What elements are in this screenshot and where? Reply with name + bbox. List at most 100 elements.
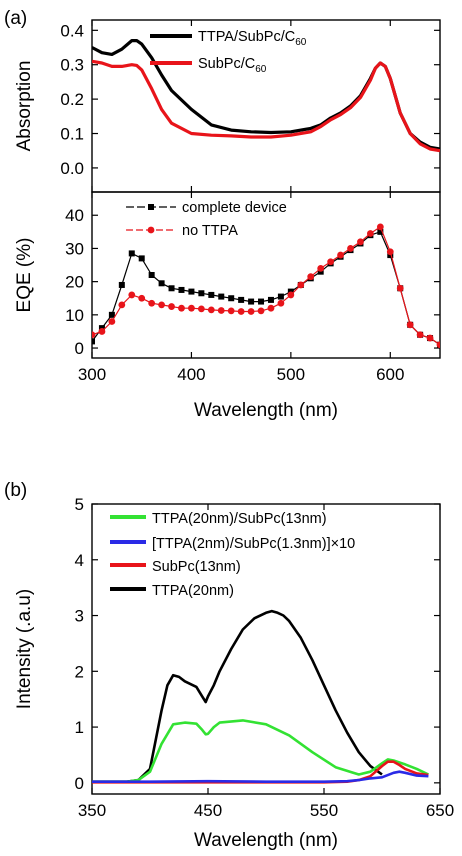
y-tick-label: 0 bbox=[75, 339, 84, 358]
data-point bbox=[118, 301, 126, 309]
y-axis-label: Intensity (.a.u) bbox=[14, 589, 35, 709]
data-point bbox=[228, 295, 235, 302]
data-point bbox=[92, 338, 95, 345]
data-point bbox=[396, 284, 404, 292]
x-axis-label: Wavelength (nm) bbox=[194, 830, 338, 851]
data-point bbox=[337, 251, 344, 259]
series-layer bbox=[92, 38, 440, 153]
data-point bbox=[247, 308, 255, 315]
data-point bbox=[148, 272, 155, 278]
data-point bbox=[277, 293, 284, 300]
y-tick-label: 30 bbox=[65, 239, 84, 258]
legend-marker bbox=[148, 204, 154, 210]
data-point bbox=[168, 285, 175, 292]
data-point bbox=[258, 298, 265, 305]
data-point bbox=[267, 304, 275, 312]
data-point bbox=[178, 304, 185, 312]
legend-label: SubPc/C60 bbox=[198, 56, 267, 75]
data-point bbox=[238, 296, 245, 303]
x-tick-label: 500 bbox=[277, 365, 305, 384]
panel-label-a: (a) bbox=[4, 8, 27, 29]
y-axis-label: Absorption bbox=[14, 61, 35, 152]
y-tick-label: 5 bbox=[75, 495, 84, 514]
x-tick-label: 650 bbox=[426, 801, 454, 820]
y-tick-label: 2 bbox=[75, 662, 84, 681]
data-point bbox=[188, 288, 195, 295]
legend-label-subscript: 60 bbox=[295, 37, 307, 48]
x-tick-label: 450 bbox=[194, 801, 222, 820]
data-point bbox=[108, 318, 116, 325]
data-point bbox=[128, 291, 136, 299]
data-point bbox=[377, 228, 384, 235]
photoluminescence-panel: 0 1 2 3 4 5 350 450 550 650 Intensity (.a.u) Wavele… bbox=[14, 495, 454, 851]
y-axis-label: EQE (%) bbox=[14, 238, 35, 313]
data-point bbox=[386, 248, 394, 256]
data-point bbox=[98, 328, 106, 335]
legend-label-subscript: 60 bbox=[255, 64, 267, 75]
absorption-panel: 0.00.10.20.30.4AbsorptionTTPA/SubPc/C60S… bbox=[14, 19, 441, 193]
eqe-panel: 0 10 20 30 40 300 400 500 600 EQE (%) Wavelength (… bbox=[14, 191, 441, 421]
panel-label-b: (b) bbox=[4, 480, 27, 501]
y-tick-label: 40 bbox=[65, 206, 84, 225]
data-point bbox=[92, 331, 96, 339]
series-line-ttpa-2nm-subpc-1-3nm-10 bbox=[92, 770, 429, 784]
series-line-complete-device bbox=[92, 231, 440, 346]
legend-label: no TTPA bbox=[182, 223, 238, 239]
plot-frame bbox=[91, 503, 441, 795]
data-point bbox=[237, 308, 245, 315]
data-point bbox=[297, 281, 305, 289]
data-point bbox=[138, 255, 145, 262]
legend-label: [TTPA(2nm)/SubPc(1.3nm)]×10 bbox=[152, 536, 355, 552]
legend-label: SubPc(13nm) bbox=[152, 559, 241, 575]
data-point bbox=[267, 296, 274, 303]
data-point bbox=[257, 307, 265, 315]
data-point bbox=[168, 303, 175, 310]
data-point bbox=[197, 305, 205, 313]
series-layer bbox=[92, 609, 429, 784]
data-point bbox=[227, 307, 235, 315]
plot-frame bbox=[91, 191, 441, 359]
series-line-no-ttpa bbox=[92, 226, 440, 346]
data-point bbox=[128, 250, 135, 257]
data-point bbox=[207, 306, 215, 314]
series-line-ttpa-subpc-c bbox=[92, 38, 440, 151]
data-point bbox=[217, 307, 225, 314]
legend-label-main: SubPc/C bbox=[198, 56, 255, 72]
legend-label: TTPA(20nm) bbox=[152, 583, 234, 599]
x-tick-label: 400 bbox=[177, 365, 205, 384]
x-tick-label: 350 bbox=[78, 801, 106, 820]
data-point bbox=[307, 273, 315, 281]
y-tick-label: 0.4 bbox=[60, 21, 84, 40]
legend-label: complete device bbox=[182, 200, 287, 216]
data-point bbox=[376, 223, 384, 231]
legend-label: TTPA(20nm)/SubPc(13nm) bbox=[152, 511, 327, 527]
data-point bbox=[158, 280, 165, 287]
legend: TTPA(20nm)/SubPc(13nm) [TTPA(2nm)/SubPc(1… bbox=[110, 511, 355, 599]
data-point bbox=[158, 301, 166, 309]
legend-marker bbox=[147, 226, 155, 234]
data-point bbox=[138, 294, 146, 302]
data-point bbox=[317, 264, 325, 272]
y-tick-label: 0.3 bbox=[60, 56, 84, 75]
data-point bbox=[198, 290, 205, 297]
data-point bbox=[416, 331, 424, 339]
x-tick-label: 300 bbox=[78, 365, 106, 384]
data-point bbox=[178, 286, 185, 293]
data-point bbox=[248, 298, 255, 305]
x-tick-label: 550 bbox=[310, 801, 338, 820]
legend: complete device no TTPA bbox=[126, 200, 287, 239]
y-tick-label: 3 bbox=[75, 607, 84, 626]
data-point bbox=[426, 334, 434, 342]
y-tick-label: 0.1 bbox=[60, 125, 84, 144]
data-point bbox=[436, 341, 440, 349]
x-tick-label: 600 bbox=[376, 365, 404, 384]
data-point bbox=[287, 291, 295, 299]
data-point bbox=[277, 299, 285, 307]
y-tick-label: 20 bbox=[65, 273, 84, 292]
legend-label: TTPA/SubPc/C60 bbox=[198, 29, 307, 48]
y-tick-label: 10 bbox=[65, 306, 84, 325]
data-point bbox=[208, 291, 215, 298]
x-axis-label: Wavelength (nm) bbox=[194, 400, 338, 421]
y-tick-label: 4 bbox=[75, 551, 84, 570]
